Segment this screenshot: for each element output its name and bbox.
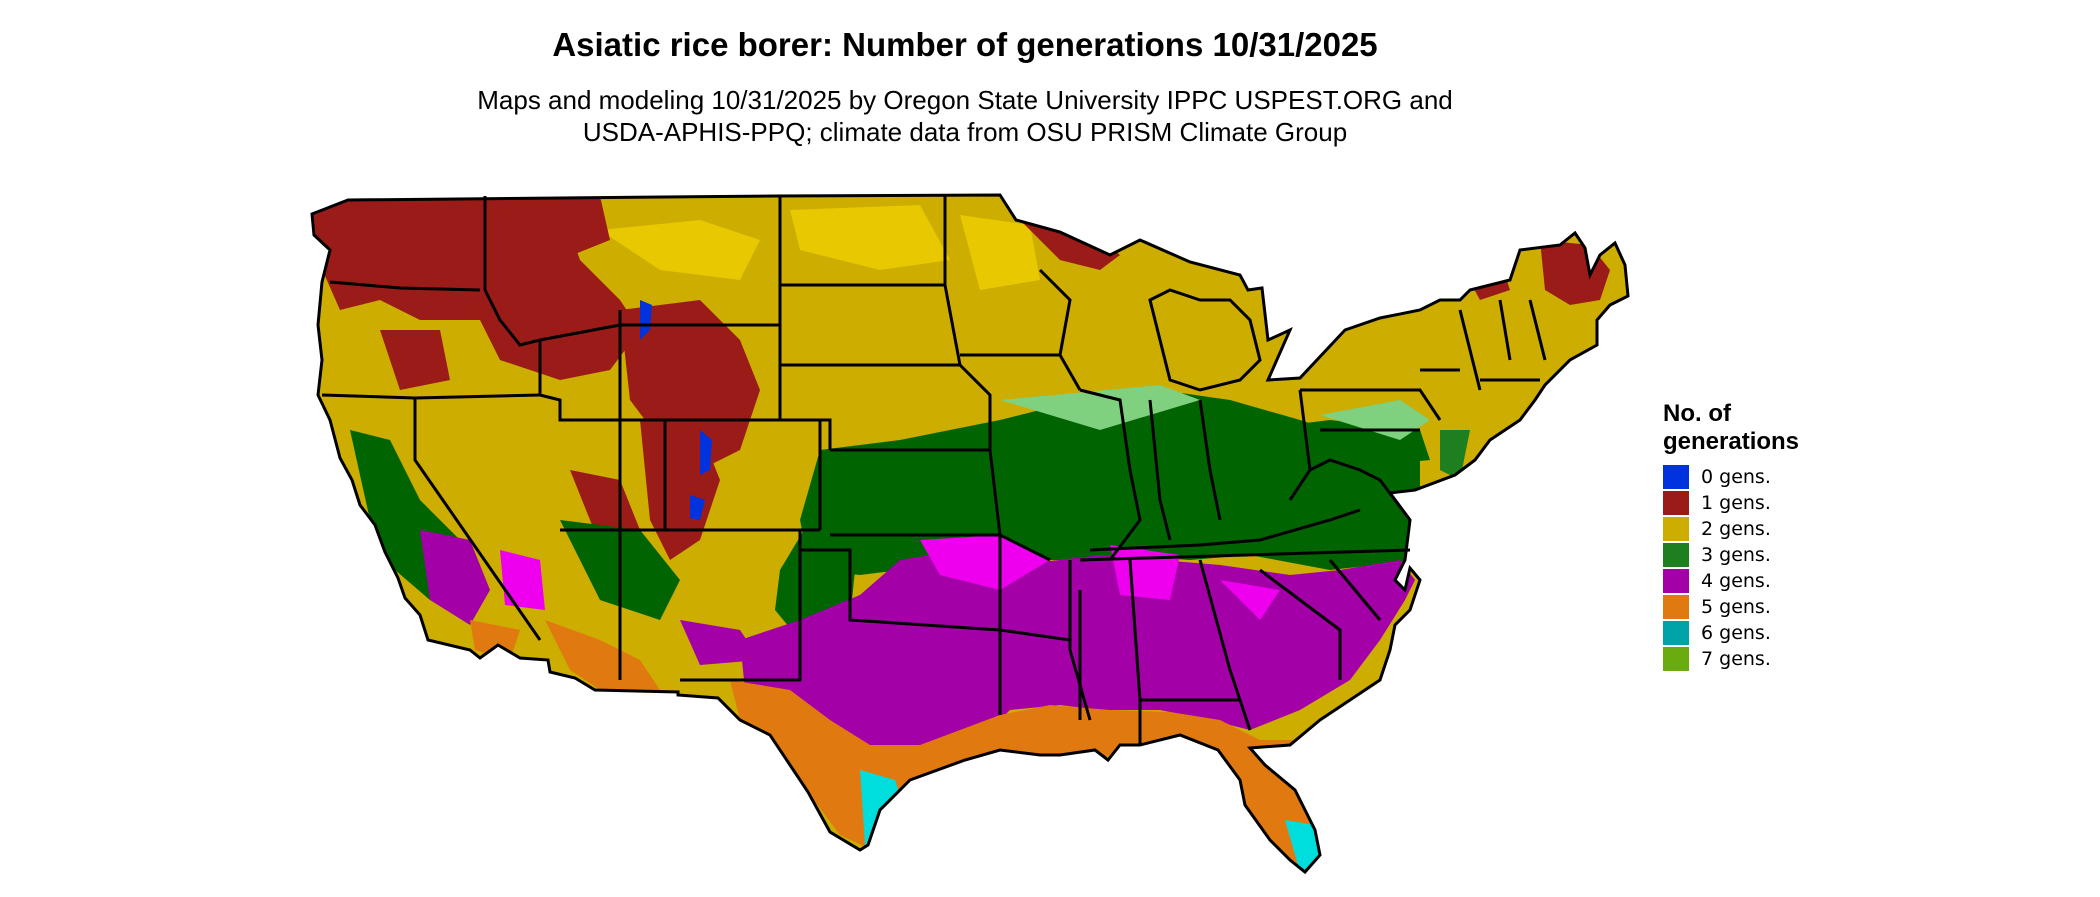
- legend-item: 5 gens.: [1663, 594, 1799, 620]
- legend-swatch: [1663, 465, 1689, 489]
- legend-swatch: [1663, 621, 1689, 645]
- legend-label: 0 gens.: [1701, 466, 1771, 488]
- subtitle-line-2: USDA-APHIS-PPQ; climate data from OSU PR…: [582, 117, 1348, 147]
- subtitle-line-1: Maps and modeling 10/31/2025 by Oregon S…: [477, 85, 1453, 115]
- legend-label: 4 gens.: [1701, 570, 1771, 592]
- state-borders: [310, 193, 1630, 875]
- legend-item: 0 gens.: [1663, 464, 1799, 490]
- legend-item: 7 gens.: [1663, 646, 1799, 672]
- legend-swatch: [1663, 595, 1689, 619]
- legend-swatch: [1663, 647, 1689, 671]
- legend-label: 2 gens.: [1701, 518, 1771, 540]
- legend: No. of generations 0 gens. 1 gens. 2 gen…: [1663, 400, 1799, 672]
- map-subtitle: Maps and modeling 10/31/2025 by Oregon S…: [0, 84, 1930, 148]
- generation-raster: [312, 195, 1628, 872]
- legend-item: 3 gens.: [1663, 542, 1799, 568]
- legend-label: 3 gens.: [1701, 544, 1771, 566]
- legend-swatch: [1663, 491, 1689, 515]
- legend-item: 2 gens.: [1663, 516, 1799, 542]
- legend-title-line-2: generations: [1663, 428, 1800, 455]
- legend-label: 1 gens.: [1701, 492, 1771, 514]
- legend-swatch: [1663, 543, 1689, 567]
- legend-title-line-1: No. of: [1663, 400, 1731, 427]
- legend-label: 5 gens.: [1701, 596, 1771, 618]
- legend-item: 4 gens.: [1663, 568, 1799, 594]
- legend-swatch: [1663, 569, 1689, 593]
- legend-swatch: [1663, 517, 1689, 541]
- legend-item: 6 gens.: [1663, 620, 1799, 646]
- legend-item: 1 gens.: [1663, 490, 1799, 516]
- legend-title: No. of generations: [1663, 400, 1799, 456]
- legend-label: 7 gens.: [1701, 648, 1771, 670]
- legend-label: 6 gens.: [1701, 622, 1771, 644]
- map-title: Asiatic rice borer: Number of generation…: [552, 26, 1378, 63]
